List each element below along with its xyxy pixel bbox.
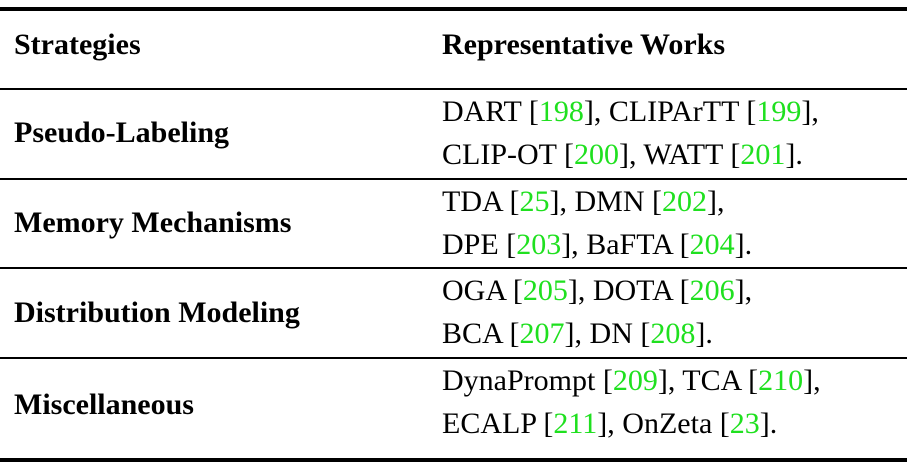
work-name: CLIP-OT — [442, 138, 557, 171]
citation-link[interactable]: 199 — [756, 95, 802, 128]
citation-link[interactable]: 25 — [519, 185, 550, 218]
works-line: DynaPrompt [209], TCA [210], — [442, 364, 821, 397]
work-name: WATT — [643, 138, 723, 171]
citation-link[interactable]: 207 — [519, 317, 565, 350]
strategy-miscellaneous: Miscellaneous — [14, 388, 194, 421]
work-name: OGA — [442, 274, 506, 307]
row-divider — [0, 357, 907, 359]
header-strategies: Strategies — [14, 28, 141, 61]
work-name: BaFTA — [586, 228, 673, 261]
works-line: BCA [207], DN [208]. — [442, 317, 713, 350]
strategy-pseudo-labeling: Pseudo-Labeling — [14, 116, 230, 149]
work-name: DOTA — [592, 274, 673, 307]
citation-link[interactable]: 210 — [758, 364, 804, 397]
work-name: DPE — [442, 228, 499, 261]
work-name: CLIPArTT — [608, 95, 739, 128]
work-name: DN — [589, 317, 633, 350]
work-name: TDA — [442, 185, 502, 218]
row-divider — [0, 178, 907, 180]
citation-link[interactable]: 202 — [662, 185, 708, 218]
table-bottom-rule — [0, 458, 907, 462]
works-line: ECALP [211], OnZeta [23]. — [442, 407, 778, 440]
works-line: DPE [203], BaFTA [204]. — [442, 228, 753, 261]
citation-link[interactable]: 211 — [553, 407, 598, 440]
strategy-memory-mechanisms: Memory Mechanisms — [14, 206, 292, 239]
citation-link[interactable]: 206 — [689, 274, 735, 307]
table-top-rule — [0, 7, 907, 11]
citation-link[interactable]: 198 — [538, 95, 584, 128]
citation-link[interactable]: 205 — [522, 274, 568, 307]
citation-link[interactable]: 23 — [729, 407, 760, 440]
works-line: DART [198], CLIPArTT [199], — [442, 95, 819, 128]
citation-link[interactable]: 201 — [740, 138, 786, 171]
works-line: CLIP-OT [200], WATT [201]. — [442, 138, 803, 171]
citation-link[interactable]: 209 — [612, 364, 658, 397]
works-line: TDA [25], DMN [202], — [442, 185, 725, 218]
row-divider — [0, 267, 907, 269]
work-name: DynaPrompt — [442, 364, 596, 397]
work-name: OnZeta — [622, 407, 713, 440]
citation-link[interactable]: 204 — [689, 228, 735, 261]
citation-link[interactable]: 208 — [650, 317, 696, 350]
citation-link[interactable]: 203 — [516, 228, 562, 261]
works-line: OGA [205], DOTA [206], — [442, 274, 753, 307]
work-name: BCA — [442, 317, 503, 350]
strategy-distribution-modeling: Distribution Modeling — [14, 296, 300, 329]
header-representative-works: Representative Works — [442, 28, 726, 61]
table-header-rule — [0, 88, 907, 90]
work-name: DART — [442, 95, 522, 128]
work-name: DMN — [574, 185, 645, 218]
work-name: TCA — [682, 364, 741, 397]
work-name: ECALP — [442, 407, 536, 440]
citation-link[interactable]: 200 — [573, 138, 619, 171]
